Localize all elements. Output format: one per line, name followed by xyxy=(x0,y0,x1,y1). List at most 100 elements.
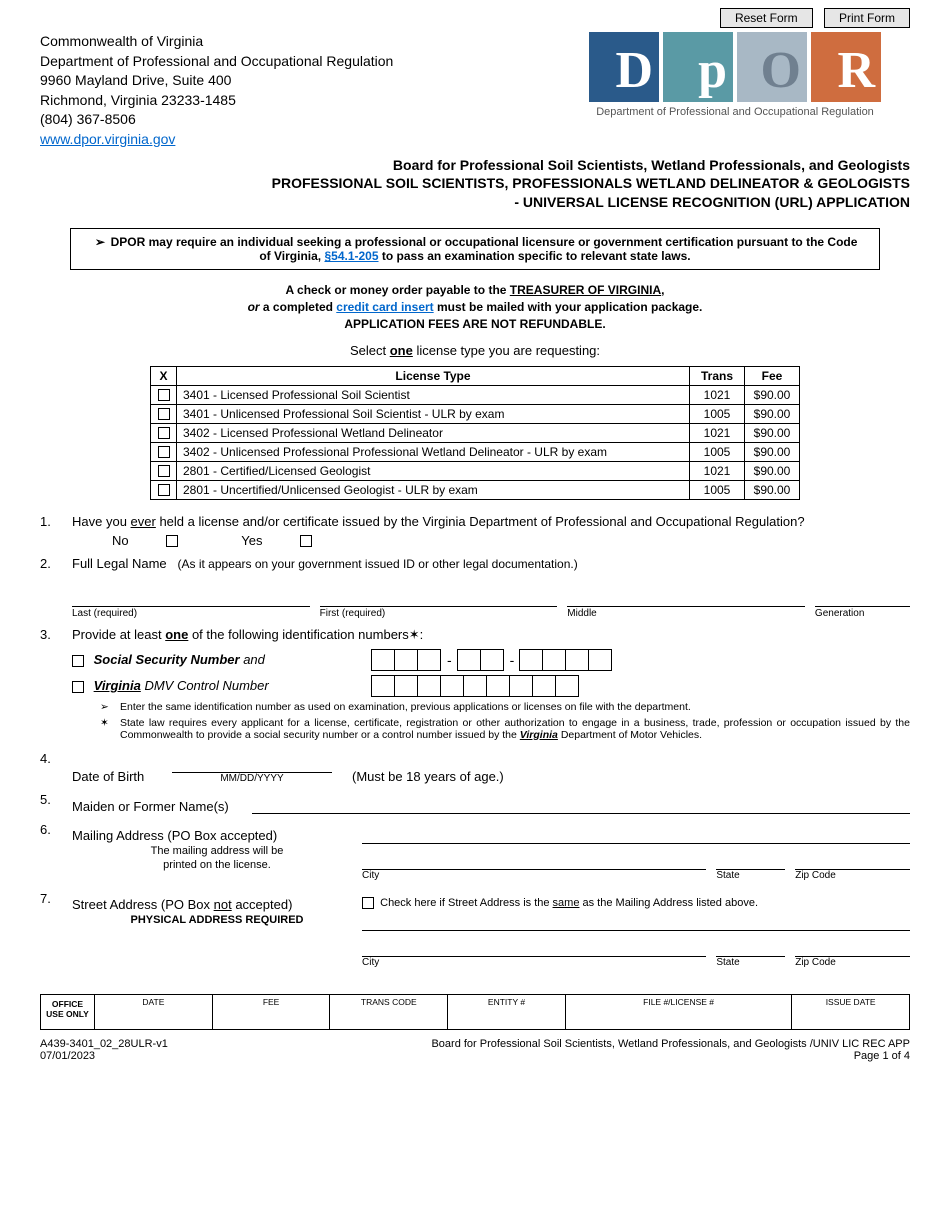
first-name-input[interactable] xyxy=(320,591,558,607)
generation-input[interactable] xyxy=(815,591,910,607)
th-trans: Trans xyxy=(690,366,745,385)
office-cell: FEE xyxy=(213,995,331,1029)
question-2: 2. Full Legal Name (As it appears on you… xyxy=(40,556,910,619)
last-name-input[interactable] xyxy=(72,591,310,607)
question-5: 5. Maiden or Former Name(s) xyxy=(40,792,910,814)
question-7: 7. Street Address (PO Box not accepted) … xyxy=(40,891,910,970)
dmv-input[interactable] xyxy=(372,675,579,697)
street-addr-input[interactable] xyxy=(362,915,910,931)
q6-sub: printed on the license. xyxy=(72,859,362,871)
same-address-checkbox[interactable] xyxy=(362,897,374,909)
q-number: 6. xyxy=(40,822,72,883)
page-number: Page 1 of 4 xyxy=(431,1050,910,1062)
office-use-label: OFFICE USE ONLY xyxy=(41,995,95,1029)
mailing-state-input[interactable] xyxy=(716,854,785,870)
q7-label: Street Address (PO Box not accepted) xyxy=(72,897,362,912)
th-fee: Fee xyxy=(745,366,800,385)
license-checkbox[interactable] xyxy=(158,465,170,477)
license-type: 3402 - Licensed Professional Wetland Del… xyxy=(177,423,690,442)
bullet-icon: ➢ xyxy=(100,701,120,713)
credit-card-link[interactable]: credit card insert xyxy=(336,300,433,314)
q-number: 2. xyxy=(40,556,72,619)
asterisk-icon: ✶ xyxy=(100,717,120,741)
logo-letter-r: R xyxy=(811,32,881,102)
office-cell: ISSUE DATE xyxy=(792,995,909,1029)
fee-amount: $90.00 xyxy=(745,423,800,442)
fee-amount: $90.00 xyxy=(745,461,800,480)
q6-sub: The mailing address will be xyxy=(72,845,362,857)
board-name: Board for Professional Soil Scientists, … xyxy=(40,156,910,175)
q1-yes-label: Yes xyxy=(241,533,262,548)
license-row: 3401 - Licensed Professional Soil Scient… xyxy=(151,385,800,404)
logo-letter-p: p xyxy=(663,32,733,102)
license-checkbox[interactable] xyxy=(158,484,170,496)
question-1: 1. Have you ever held a license and/or c… xyxy=(40,514,910,548)
license-type: 2801 - Uncertified/Unlicensed Geologist … xyxy=(177,480,690,499)
trans-code: 1021 xyxy=(690,423,745,442)
q2-hint: (As it appears on your government issued… xyxy=(178,557,578,571)
dmv-checkbox[interactable] xyxy=(72,681,84,693)
q5-label: Maiden or Former Name(s) xyxy=(72,799,252,814)
code-link[interactable]: §54.1-205 xyxy=(324,249,378,263)
agency-info: Commonwealth of Virginia Department of P… xyxy=(40,32,560,150)
trans-code: 1005 xyxy=(690,404,745,423)
gen-label: Generation xyxy=(815,608,910,619)
fee-amount: $90.00 xyxy=(745,404,800,423)
trans-code: 1021 xyxy=(690,385,745,404)
zip-label: Zip Code xyxy=(795,870,910,881)
license-checkbox[interactable] xyxy=(158,389,170,401)
fee-text: A check or money order payable to the xyxy=(286,283,510,297)
fee-amount: $90.00 xyxy=(745,480,800,499)
ssn-input[interactable]: -- xyxy=(372,649,612,671)
mailing-city-input[interactable] xyxy=(362,854,706,870)
agency-line: Department of Professional and Occupatio… xyxy=(40,52,560,72)
reset-button[interactable]: Reset Form xyxy=(720,8,813,28)
license-row: 3402 - Licensed Professional Wetland Del… xyxy=(151,423,800,442)
q3-note1: Enter the same identification number as … xyxy=(120,701,691,713)
question-3: 3. Provide at least one of the following… xyxy=(40,627,910,743)
office-cell: FILE #/LICENSE # xyxy=(566,995,792,1029)
middle-name-input[interactable] xyxy=(567,591,805,607)
q1-yes-checkbox[interactable] xyxy=(300,535,312,547)
license-checkbox[interactable] xyxy=(158,408,170,420)
street-state-input[interactable] xyxy=(716,941,785,957)
agency-url-link[interactable]: www.dpor.virginia.gov xyxy=(40,131,175,147)
zip-label: Zip Code xyxy=(795,957,910,968)
agency-line: Commonwealth of Virginia xyxy=(40,32,560,52)
q-number: 7. xyxy=(40,891,72,970)
first-label: First (required) xyxy=(320,608,558,619)
bullet-icon: ➢ xyxy=(95,235,105,249)
fee-amount: $90.00 xyxy=(745,442,800,461)
mailing-addr-input[interactable] xyxy=(362,828,910,844)
th-x: X xyxy=(151,366,177,385)
agency-line: Richmond, Virginia 23233-1485 xyxy=(40,91,560,111)
license-checkbox[interactable] xyxy=(158,446,170,458)
fee-amount: $90.00 xyxy=(745,385,800,404)
q6-label: Mailing Address (PO Box accepted) xyxy=(72,828,362,843)
q7-sub: PHYSICAL ADDRESS REQUIRED xyxy=(72,914,362,926)
trans-code: 1021 xyxy=(690,461,745,480)
trans-code: 1005 xyxy=(690,480,745,499)
license-type-table: X License Type Trans Fee 3401 - Licensed… xyxy=(150,366,800,500)
former-name-input[interactable] xyxy=(252,798,910,814)
treasurer: TREASURER OF VIRGINIA xyxy=(510,283,661,297)
form-code: A439-3401_02_28ULR-v1 xyxy=(40,1038,168,1050)
mailing-zip-input[interactable] xyxy=(795,854,910,870)
street-zip-input[interactable] xyxy=(795,941,910,957)
print-button[interactable]: Print Form xyxy=(824,8,910,28)
dmv-label-a: Virginia xyxy=(94,678,141,693)
city-label: City xyxy=(362,957,706,968)
question-6: 6. Mailing Address (PO Box accepted) The… xyxy=(40,822,910,883)
header: Commonwealth of Virginia Department of P… xyxy=(40,32,910,150)
q2-label: Full Legal Name xyxy=(72,556,167,571)
agency-line: 9960 Mayland Drive, Suite 400 xyxy=(40,71,560,91)
dob-input[interactable] xyxy=(172,757,332,773)
question-4: 4. Date of Birth MM/DD/YYYY (Must be 18 … xyxy=(40,751,910,784)
last-label: Last (required) xyxy=(72,608,310,619)
street-city-input[interactable] xyxy=(362,941,706,957)
q1-no-checkbox[interactable] xyxy=(166,535,178,547)
license-checkbox[interactable] xyxy=(158,427,170,439)
license-type: 3401 - Unlicensed Professional Soil Scie… xyxy=(177,404,690,423)
fee-nonrefundable: APPLICATION FEES ARE NOT REFUNDABLE. xyxy=(100,316,850,333)
ssn-checkbox[interactable] xyxy=(72,655,84,667)
